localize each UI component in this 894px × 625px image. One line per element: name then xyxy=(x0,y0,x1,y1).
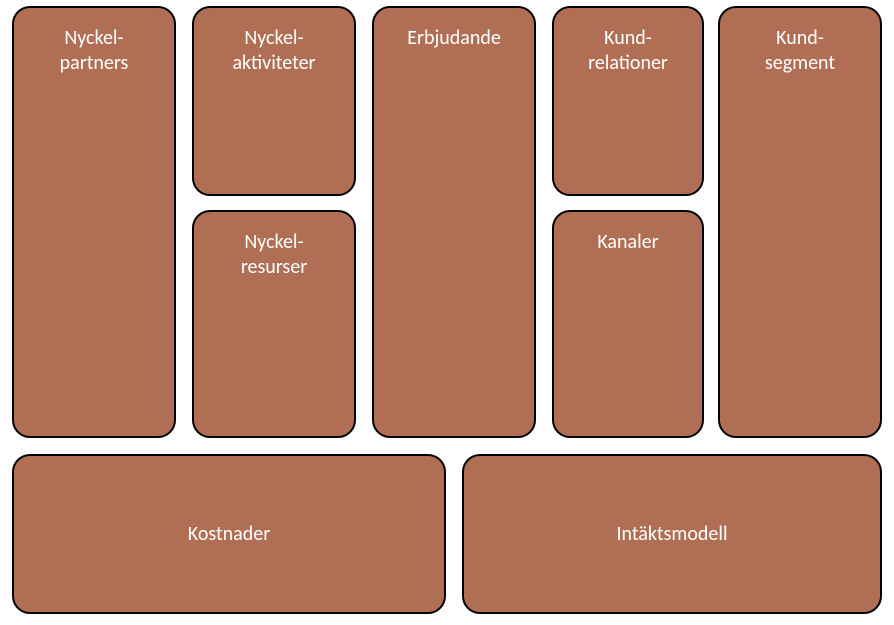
block-channels: Kanaler xyxy=(552,210,704,438)
bmc-canvas: Nyckel- partners Nyckel- aktiviteter Nyc… xyxy=(0,0,894,625)
block-costs: Kostnader xyxy=(12,454,446,614)
block-customer-relations: Kund- relationer xyxy=(552,6,704,196)
label-key-resources: Nyckel- resurser xyxy=(241,230,307,280)
block-value-proposition: Erbjudande xyxy=(372,6,536,438)
label-channels: Kanaler xyxy=(597,230,658,255)
block-key-activities: Nyckel- aktiviteter xyxy=(192,6,356,196)
label-customer-segments: Kund- segment xyxy=(765,26,835,76)
label-costs: Kostnader xyxy=(188,522,270,547)
label-customer-relations: Kund- relationer xyxy=(588,26,668,76)
label-key-activities: Nyckel- aktiviteter xyxy=(232,26,315,76)
label-revenue: Intäktsmodell xyxy=(616,522,727,547)
label-key-partners: Nyckel- partners xyxy=(60,26,129,76)
label-value-proposition: Erbjudande xyxy=(407,26,501,51)
block-key-partners: Nyckel- partners xyxy=(12,6,176,438)
block-revenue: Intäktsmodell xyxy=(462,454,882,614)
block-key-resources: Nyckel- resurser xyxy=(192,210,356,438)
block-customer-segments: Kund- segment xyxy=(718,6,882,438)
